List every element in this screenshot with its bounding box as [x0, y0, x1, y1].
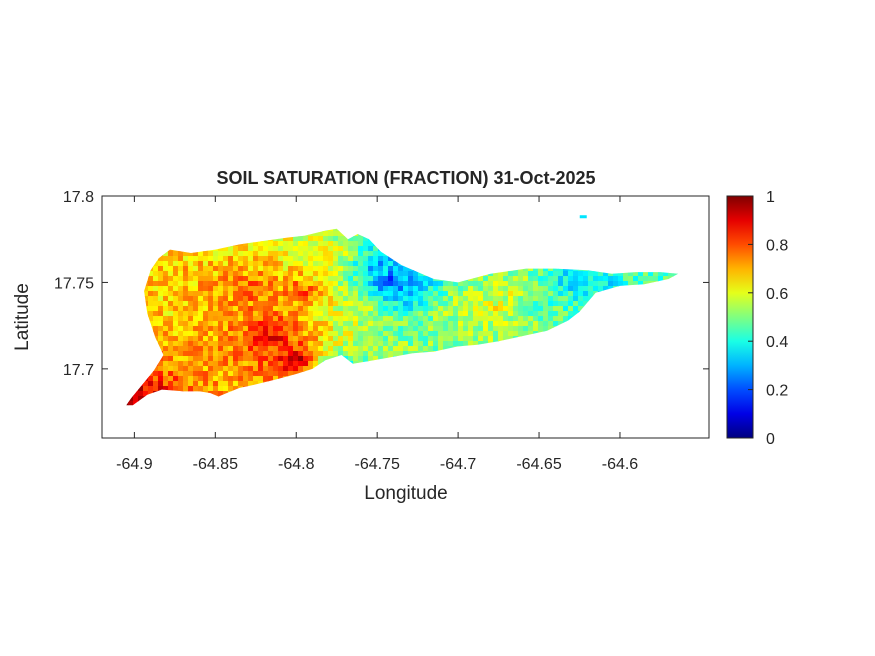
x-tick-label: -64.75 [354, 456, 399, 473]
colorbar [726, 195, 754, 439]
x-axis-ticks: -64.9 -64.85 -64.8 -64.75 -64.7 -64.65 -64.6 [116, 196, 638, 473]
x-tick-label: -64.8 [278, 456, 315, 473]
y-tick-label: 17.8 [63, 189, 94, 206]
saturation-map [126, 228, 679, 406]
plot-area-frame [101, 195, 710, 439]
detached-cell [579, 215, 587, 219]
x-tick-label: -64.6 [602, 456, 639, 473]
y-tick-label: 17.7 [63, 362, 94, 379]
y-axis-label: Latitude [12, 283, 33, 351]
chart-title: SOIL SATURATION (FRACTION) 31-Oct-2025 [216, 168, 595, 188]
x-tick-label: -64.65 [516, 456, 561, 473]
colorbar-tick-label: 0.6 [766, 286, 788, 303]
y-tick-label: 17.75 [54, 275, 94, 292]
colorbar-tick-label: 0.2 [766, 383, 788, 400]
colorbar-tick-label: 0 [766, 431, 775, 448]
colorbar-ticks: 0 0.2 0.4 0.6 0.8 1 [748, 189, 788, 448]
y-axis-ticks: 17.7 17.75 17.8 [54, 189, 709, 379]
x-tick-label: -64.7 [440, 456, 477, 473]
colorbar-tick-label: 0.4 [766, 334, 788, 351]
x-axis-label: Longitude [364, 483, 447, 504]
colorbar-tick-label: 1 [766, 189, 775, 206]
islet-cell [579, 215, 587, 219]
x-tick-label: -64.9 [116, 456, 153, 473]
colorbar-tick-label: 0.8 [766, 237, 788, 254]
x-tick-label: -64.85 [193, 456, 238, 473]
